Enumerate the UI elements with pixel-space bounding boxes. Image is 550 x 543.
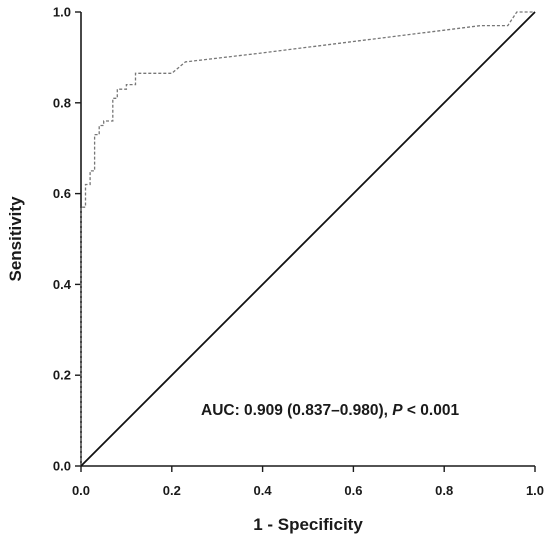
y-tick-label: 0.6 (53, 186, 71, 201)
x-tick-label: 0.4 (254, 483, 273, 498)
auc-annotation-p-symbol: P (392, 402, 403, 419)
y-tick-label: 0.2 (53, 368, 71, 383)
y-tick-label: 0.8 (53, 95, 71, 110)
auc-annotation-suffix: < 0.001 (403, 402, 460, 419)
x-tick-label: 0.8 (435, 483, 453, 498)
x-axis-ticks: 0.0 0.2 0.4 0.6 0.8 1.0 (72, 466, 544, 498)
y-axis-title: Sensitivity (6, 196, 25, 282)
auc-annotation: AUC: 0.909 (0.837–0.980), P < 0.001 (201, 402, 459, 419)
roc-curve-line (80, 11, 535, 466)
x-tick-label: 0.2 (163, 483, 181, 498)
y-axis-ticks: 0.0 0.2 0.4 0.6 0.8 1.0 (53, 5, 81, 474)
y-tick-label: 1.0 (53, 5, 71, 20)
y-tick-label: 0.0 (53, 459, 71, 474)
series-layer (80, 11, 536, 467)
y-tick-label: 0.4 (53, 277, 72, 292)
reference-diagonal-line (80, 11, 536, 467)
x-axis-title: 1 - Specificity (253, 515, 363, 534)
auc-annotation-prefix: AUC: 0.909 (0.837–0.980), (201, 402, 392, 419)
x-tick-label: 1.0 (526, 483, 544, 498)
x-tick-label: 0.6 (344, 483, 362, 498)
plot-area: 0.0 0.2 0.4 0.6 0.8 1.0 0.0 0.2 0.4 0.6 0.8 1.0 (53, 5, 544, 499)
x-tick-label: 0.0 (72, 483, 90, 498)
